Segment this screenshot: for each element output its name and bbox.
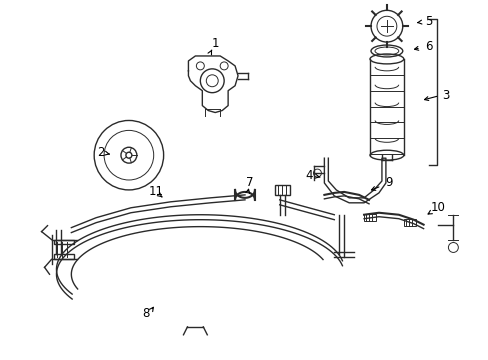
Text: 8: 8 — [142, 307, 149, 320]
Text: 11: 11 — [148, 185, 163, 198]
Bar — [274, 185, 289, 195]
Text: 1: 1 — [211, 37, 219, 50]
Bar — [54, 239, 74, 244]
Text: 6: 6 — [424, 40, 431, 53]
Text: 5: 5 — [424, 15, 431, 28]
Text: 4: 4 — [305, 168, 313, 181]
Text: 3: 3 — [441, 89, 448, 102]
Text: 9: 9 — [385, 176, 392, 189]
Text: 10: 10 — [430, 201, 445, 214]
Text: 7: 7 — [245, 176, 253, 189]
Text: 2: 2 — [97, 146, 104, 159]
Bar — [54, 255, 74, 260]
Bar — [403, 219, 415, 226]
Bar — [364, 214, 375, 221]
